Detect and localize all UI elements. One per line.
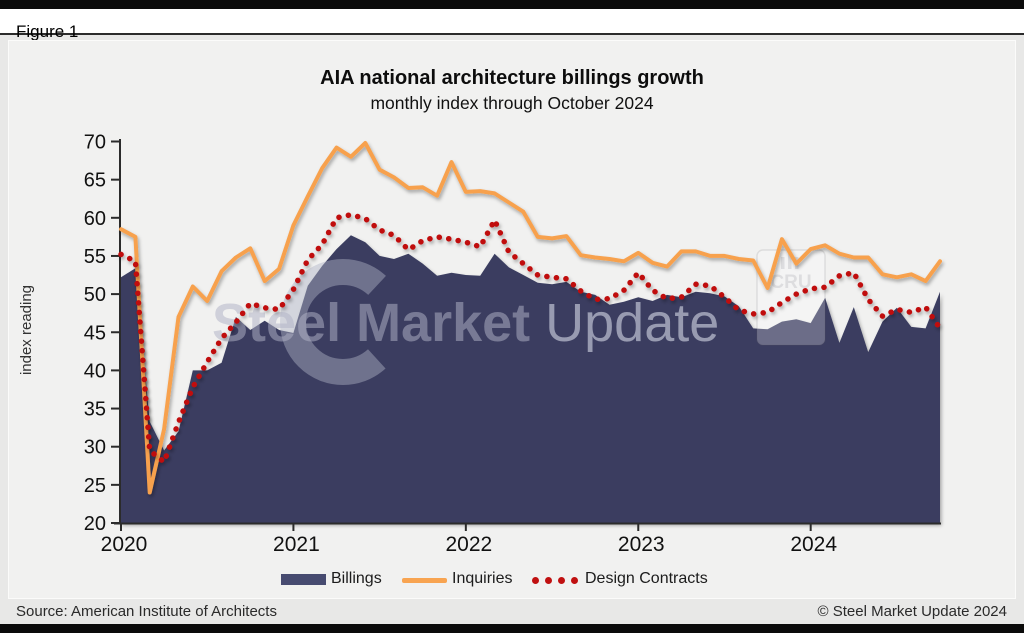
chart-panel <box>8 40 1016 599</box>
legend-swatch-billings <box>281 574 326 585</box>
legend-label-billings: Billings <box>331 570 382 587</box>
legend-dot <box>532 577 539 584</box>
legend-label-inquiries: Inquiries <box>452 570 513 587</box>
legend-label-design-contracts: Design Contracts <box>585 570 708 587</box>
figure-header-strip: Figure 1 <box>0 9 1024 41</box>
legend-dot <box>571 577 578 584</box>
chart-title: AIA national architecture billings growt… <box>320 67 704 89</box>
y-axis-title: index reading <box>18 284 35 376</box>
legend-swatch-inquiries <box>402 578 447 583</box>
chart-subtitle: monthly index through October 2024 <box>370 93 654 113</box>
legend-swatch-design-contracts <box>532 577 578 584</box>
legend-dot <box>558 577 565 584</box>
legend-dot <box>545 577 552 584</box>
figure-label: Figure 1 <box>16 22 79 41</box>
footer-copyright: © Steel Market Update 2024 <box>817 603 1008 620</box>
footer-source: Source: American Institute of Architects <box>16 603 277 620</box>
top-border-bar <box>0 0 1024 9</box>
bottom-border-bar <box>0 624 1024 633</box>
